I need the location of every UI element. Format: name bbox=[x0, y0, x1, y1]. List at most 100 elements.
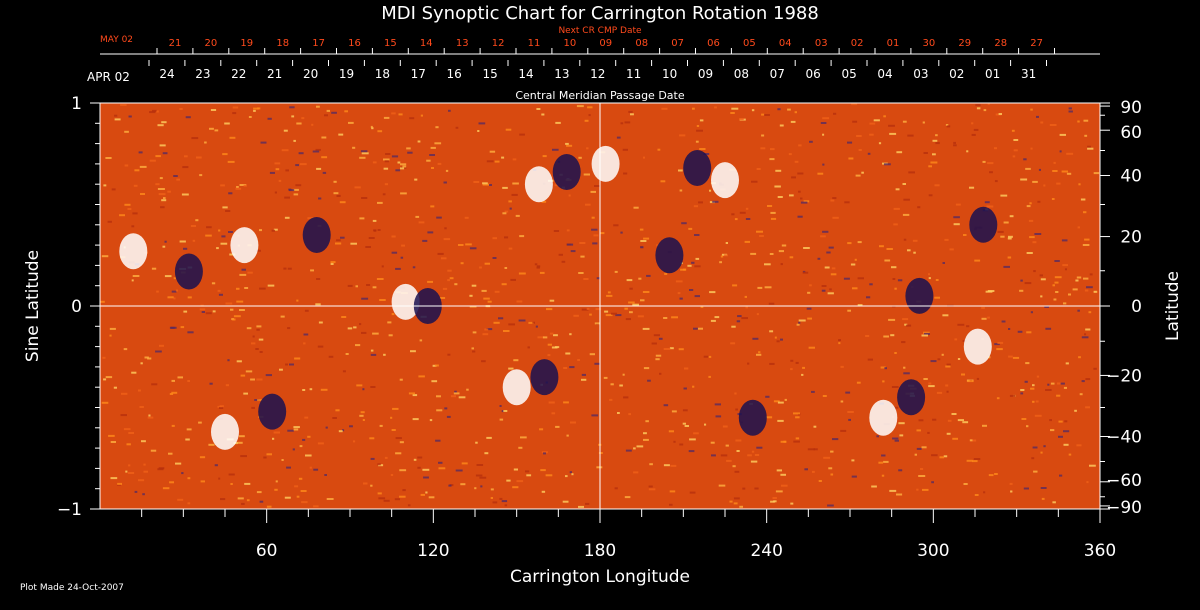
field-speck bbox=[744, 240, 750, 243]
field-speck bbox=[1034, 414, 1042, 417]
field-speck bbox=[945, 384, 949, 387]
field-speck bbox=[693, 432, 699, 435]
field-speck bbox=[604, 310, 609, 313]
field-speck bbox=[828, 467, 833, 470]
field-speck bbox=[1001, 320, 1006, 323]
field-speck bbox=[205, 312, 212, 315]
field-speck bbox=[175, 462, 182, 465]
field-speck bbox=[1025, 167, 1031, 170]
field-speck bbox=[499, 405, 502, 407]
field-speck bbox=[426, 159, 431, 162]
y-left-tick-label: 0 bbox=[71, 297, 82, 317]
field-speck bbox=[563, 401, 569, 404]
field-speck bbox=[502, 186, 508, 189]
field-speck bbox=[269, 171, 275, 174]
active-region-positive bbox=[869, 399, 898, 436]
field-speck bbox=[759, 235, 764, 237]
field-speck bbox=[366, 284, 371, 286]
field-speck bbox=[1037, 200, 1041, 203]
field-speck bbox=[399, 441, 404, 444]
field-speck bbox=[253, 109, 256, 112]
field-speck bbox=[229, 253, 236, 256]
field-speck bbox=[225, 302, 233, 305]
field-speck bbox=[289, 106, 295, 109]
field-speck bbox=[611, 312, 617, 315]
field-speck bbox=[897, 279, 903, 282]
field-speck bbox=[315, 303, 321, 306]
field-speck bbox=[720, 255, 724, 258]
field-speck bbox=[928, 273, 930, 276]
next-cmp-date: 29 bbox=[958, 38, 971, 49]
field-speck bbox=[987, 162, 994, 165]
field-speck bbox=[809, 140, 813, 143]
field-speck bbox=[821, 285, 827, 287]
field-speck bbox=[793, 412, 800, 415]
field-speck bbox=[902, 183, 906, 185]
cmp-date: 13 bbox=[554, 67, 569, 81]
field-speck bbox=[503, 410, 508, 412]
cmp-date: 06 bbox=[806, 67, 821, 81]
field-speck bbox=[889, 489, 897, 492]
field-speck bbox=[884, 367, 887, 370]
next-cmp-date: 21 bbox=[169, 38, 182, 49]
field-speck bbox=[765, 395, 770, 398]
field-speck bbox=[704, 423, 707, 426]
field-speck bbox=[931, 454, 938, 457]
field-speck bbox=[923, 378, 928, 380]
field-speck bbox=[1028, 219, 1034, 222]
field-speck bbox=[566, 229, 570, 232]
field-speck bbox=[133, 184, 138, 187]
field-speck bbox=[338, 430, 343, 433]
next-cmp-date: 07 bbox=[671, 38, 684, 49]
field-speck bbox=[256, 328, 260, 331]
field-speck bbox=[894, 287, 897, 290]
field-speck bbox=[881, 454, 886, 457]
field-speck bbox=[324, 474, 327, 476]
field-speck bbox=[998, 113, 1002, 115]
field-speck bbox=[711, 454, 716, 457]
field-speck bbox=[682, 422, 686, 425]
field-speck bbox=[518, 446, 523, 449]
field-speck bbox=[159, 177, 163, 180]
field-speck bbox=[928, 277, 931, 280]
field-speck bbox=[549, 299, 555, 302]
field-speck bbox=[798, 144, 802, 147]
field-speck bbox=[307, 435, 311, 438]
field-speck bbox=[295, 164, 299, 167]
field-speck bbox=[131, 371, 137, 374]
field-speck bbox=[316, 105, 320, 108]
field-speck bbox=[191, 137, 199, 140]
field-speck bbox=[163, 197, 166, 200]
field-speck bbox=[1040, 451, 1043, 454]
field-speck bbox=[330, 263, 334, 265]
field-speck bbox=[504, 504, 508, 507]
field-speck bbox=[300, 490, 307, 492]
field-speck bbox=[802, 271, 809, 274]
field-speck bbox=[266, 505, 272, 508]
field-speck bbox=[360, 150, 368, 153]
field-speck bbox=[138, 479, 145, 482]
field-speck bbox=[248, 116, 252, 118]
field-speck bbox=[551, 412, 556, 415]
field-speck bbox=[1045, 327, 1052, 330]
field-speck bbox=[643, 367, 650, 370]
field-speck bbox=[1088, 311, 1092, 314]
field-speck bbox=[454, 283, 458, 286]
field-speck bbox=[325, 426, 328, 429]
field-speck bbox=[124, 130, 129, 133]
field-speck bbox=[606, 294, 613, 297]
field-speck bbox=[833, 112, 837, 115]
field-speck bbox=[832, 197, 837, 200]
next-cmp-date: 17 bbox=[312, 38, 325, 49]
field-speck bbox=[809, 284, 812, 287]
field-speck bbox=[383, 499, 390, 502]
field-speck bbox=[889, 132, 897, 135]
field-speck bbox=[750, 460, 758, 463]
field-speck bbox=[1056, 394, 1061, 397]
field-speck bbox=[548, 401, 555, 404]
field-speck bbox=[415, 215, 420, 218]
field-speck bbox=[431, 167, 434, 169]
field-speck bbox=[263, 456, 267, 459]
field-speck bbox=[850, 263, 856, 266]
field-speck bbox=[132, 212, 138, 215]
